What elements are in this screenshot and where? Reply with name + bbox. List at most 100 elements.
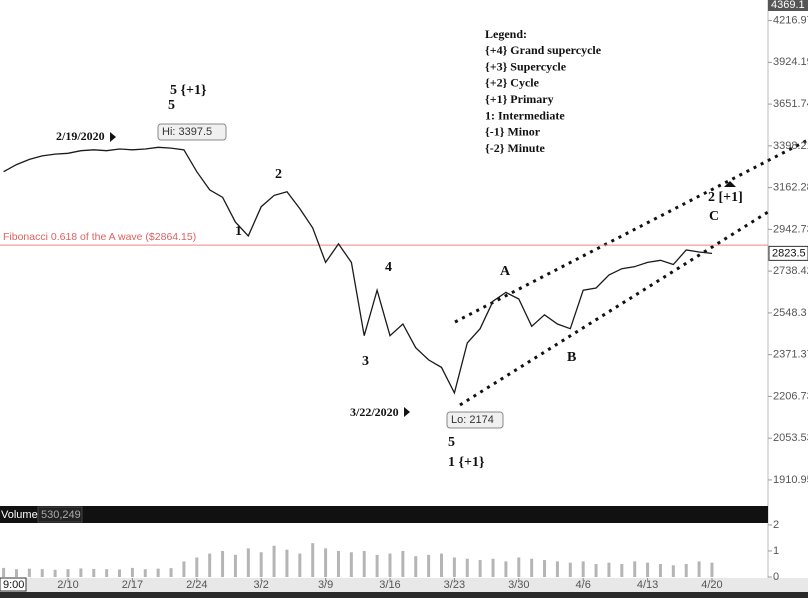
volume-bar	[414, 556, 418, 577]
y-tick-label: 1	[773, 545, 779, 557]
volume-bar	[182, 561, 186, 577]
y-tick-label: 2942.73	[773, 223, 808, 235]
marker-arrow	[110, 132, 116, 142]
cursor-label: 9:00	[3, 579, 24, 591]
volume-bar	[272, 545, 276, 577]
legend-line: {+1} Primary	[485, 92, 554, 106]
y-tick-label: 2206.73	[773, 390, 808, 402]
x-tick-label: 4/6	[576, 579, 591, 591]
volume-bar	[594, 563, 598, 577]
wave-label: 1	[235, 224, 242, 239]
volume-bar	[362, 550, 366, 577]
marker-arrow	[724, 181, 736, 187]
volume-bar	[440, 553, 444, 577]
volume-bar	[336, 550, 340, 577]
volume-bar	[465, 558, 469, 577]
volume-bar	[298, 553, 302, 577]
legend-line: {-1} Minor	[485, 125, 541, 139]
wave-label: 1 {+1}	[448, 455, 485, 470]
volume-bar	[349, 552, 353, 577]
volume-title: Volume	[1, 509, 38, 521]
volume-bar	[401, 550, 405, 577]
x-axis-strip	[0, 578, 808, 592]
volume-bar	[620, 563, 624, 577]
volume-bar	[491, 558, 495, 577]
volume-bar	[633, 561, 637, 577]
volume-bar	[169, 568, 173, 577]
volume-value: 530,249	[41, 509, 81, 521]
fib-label: Fibonacci 0.618 of the A wave ($2864.15)	[3, 231, 196, 243]
y-tick-label: 2	[773, 519, 779, 531]
wave-label: A	[500, 264, 511, 279]
x-tick-label: 2/24	[186, 579, 207, 591]
y-tick-box	[768, 0, 808, 11]
wave-label: 5 {+1}	[170, 83, 207, 98]
wave-label: 2/19/2020	[56, 129, 105, 143]
legend-line: Legend:	[485, 27, 527, 41]
volume-bar	[53, 569, 57, 577]
x-tick-label: 2/17	[122, 579, 143, 591]
wave-label: 5	[168, 98, 175, 113]
x-tick-label: 4/20	[701, 579, 722, 591]
volume-bar	[646, 562, 650, 577]
volume-bar	[246, 548, 250, 577]
volume-bar	[581, 561, 585, 577]
wave-label: 4	[385, 260, 392, 275]
volume-bar	[40, 569, 44, 577]
x-tick-label: 2/10	[57, 579, 78, 591]
legend-line: {+3} Supercycle	[485, 59, 567, 73]
volume-value-box	[37, 506, 83, 523]
y-tick-label: 3162.28	[773, 182, 808, 194]
volume-bar	[130, 567, 134, 577]
x-tick-label: 3/16	[379, 579, 400, 591]
volume-bar	[607, 562, 611, 577]
price-badge	[157, 123, 227, 141]
toolbar	[0, 592, 808, 598]
volume-bar	[375, 554, 379, 577]
wave-label: C	[709, 209, 719, 224]
volume-bar	[66, 569, 70, 577]
volume-bar	[671, 565, 675, 577]
volume-bar	[221, 550, 225, 577]
marker-arrow	[404, 407, 410, 417]
wave-label: 2	[275, 167, 282, 182]
x-tick-label: 4/13	[637, 579, 658, 591]
wave-label: 2 [+1]	[708, 190, 743, 205]
wave-label: 3	[362, 354, 369, 369]
volume-bar	[311, 543, 315, 577]
price-badge-label: Lo: 2174	[451, 414, 494, 426]
volume-bar	[208, 553, 212, 577]
last-price-label: 2823.5	[772, 247, 806, 259]
legend-line: {+4} Grand supercycle	[485, 43, 602, 57]
volume-bar	[517, 557, 521, 577]
wave-label: 5	[448, 435, 455, 450]
volume-bar	[478, 560, 482, 577]
volume-bar	[427, 554, 431, 577]
volume-bar	[388, 553, 392, 577]
x-tick-label: 3/23	[444, 579, 465, 591]
volume-bar	[568, 562, 572, 577]
volume-bar	[79, 568, 83, 577]
legend-line: {-2} Minute	[485, 141, 545, 155]
volume-bar	[92, 568, 96, 577]
y-tick-label: 2371.37	[773, 349, 808, 361]
volume-bar	[233, 554, 237, 577]
volume-bar	[504, 561, 508, 577]
channel-upper	[454, 138, 808, 324]
volume-bar	[452, 557, 456, 577]
y-tick-label: 1910.95	[773, 474, 808, 486]
volume-bar	[118, 569, 122, 577]
volume-bar	[658, 563, 662, 577]
price-badge-label: Hi: 3397.5	[162, 126, 212, 138]
y-tick-label: 3651.74	[773, 98, 808, 110]
last-price-box	[768, 245, 808, 261]
volume-bar	[14, 569, 18, 577]
x-tick-label: 3/2	[254, 579, 269, 591]
x-tick-label: 3/9	[318, 579, 333, 591]
volume-header	[0, 506, 768, 523]
y-tick-label: 4369.1	[771, 0, 805, 11]
y-tick-label: 4216.97	[773, 14, 808, 26]
x-tick-label: 3/30	[508, 579, 529, 591]
y-tick-label: 2738.42	[773, 265, 808, 277]
